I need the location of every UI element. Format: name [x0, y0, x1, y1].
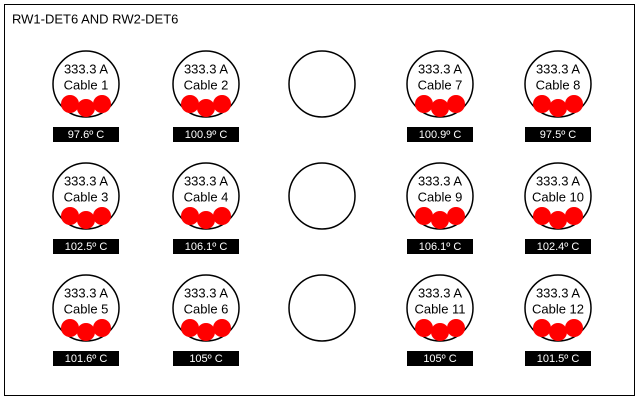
- panel-title: RW1-DET6 AND RW2-DET6: [12, 11, 178, 26]
- cable-temperature: 97.6º C: [68, 129, 104, 141]
- conductor: [447, 319, 465, 337]
- conductor: [549, 211, 567, 229]
- temperature-box: [407, 351, 473, 366]
- conductor: [533, 95, 551, 113]
- conductor: [415, 207, 433, 225]
- cable-name: Cable 2: [184, 77, 229, 92]
- cable-name: Cable 9: [418, 189, 463, 204]
- cable-temperature: 100.9º C: [185, 129, 228, 141]
- conductor: [93, 207, 111, 225]
- cable-current: 333.3 A: [184, 173, 228, 188]
- cable-current: 333.3 A: [418, 173, 462, 188]
- conductor: [93, 319, 111, 337]
- cable-name: Cable 8: [536, 77, 581, 92]
- cable-name: Cable 1: [64, 77, 109, 92]
- cable-current: 333.3 A: [418, 285, 462, 300]
- cable-current: 333.3 A: [184, 285, 228, 300]
- conductor: [415, 319, 433, 337]
- cable-current: 333.3 A: [64, 61, 108, 76]
- cable-name: Cable 12: [532, 301, 584, 316]
- temperature-box: [53, 239, 119, 254]
- temperature-box: [173, 239, 239, 254]
- conductor: [533, 207, 551, 225]
- cable-temperature: 102.4º C: [537, 241, 580, 253]
- conductor: [565, 319, 583, 337]
- temperature-box: [407, 239, 473, 254]
- conductor: [77, 99, 95, 117]
- cable-temperature: 102.5º C: [65, 241, 108, 253]
- cable-temperature: 100.9º C: [419, 129, 462, 141]
- temperature-box: [525, 127, 591, 142]
- conductor: [431, 211, 449, 229]
- conductor: [549, 323, 567, 341]
- conductor: [447, 207, 465, 225]
- empty-slot: [288, 50, 356, 118]
- cable-temperature: 105º C: [423, 353, 456, 365]
- empty-slot: [288, 274, 356, 342]
- conductor: [213, 319, 231, 337]
- conductor: [61, 207, 79, 225]
- conductor: [415, 95, 433, 113]
- cable-name: Cable 11: [414, 301, 465, 316]
- conductor: [197, 211, 215, 229]
- conductor: [213, 207, 231, 225]
- cable-temperature: 105º C: [189, 353, 222, 365]
- temperature-box: [525, 351, 591, 366]
- cable-temperature: 101.5º C: [537, 353, 580, 365]
- cable-temperature: 101.6º C: [65, 353, 108, 365]
- conductor: [533, 319, 551, 337]
- empty-slot: [288, 162, 356, 230]
- temperature-box: [53, 351, 119, 366]
- conductor: [77, 323, 95, 341]
- cable-current: 333.3 A: [536, 285, 580, 300]
- cable-name: Cable 5: [64, 301, 109, 316]
- conductor: [431, 323, 449, 341]
- temperature-box: [525, 239, 591, 254]
- conductor: [197, 99, 215, 117]
- cable-name: Cable 4: [184, 189, 229, 204]
- cable-temperature: 106.1º C: [419, 241, 462, 253]
- conductor: [565, 207, 583, 225]
- cable-name: Cable 6: [184, 301, 229, 316]
- conductor: [181, 95, 199, 113]
- cable-current: 333.3 A: [64, 173, 108, 188]
- conductor: [213, 95, 231, 113]
- cable-name: Cable 3: [64, 189, 109, 204]
- conductor: [447, 95, 465, 113]
- cable-current: 333.3 A: [536, 173, 580, 188]
- conductor: [77, 211, 95, 229]
- conductor: [93, 95, 111, 113]
- cable-temperature: 106.1º C: [185, 241, 228, 253]
- cable-current: 333.3 A: [184, 61, 228, 76]
- conductor: [197, 323, 215, 341]
- conductor: [565, 95, 583, 113]
- cable-current: 333.3 A: [64, 285, 108, 300]
- cable-temperature: 97.5º C: [540, 129, 576, 141]
- conductor: [181, 207, 199, 225]
- temperature-box: [407, 127, 473, 142]
- conductor: [431, 99, 449, 117]
- temperature-box: [173, 127, 239, 142]
- cable-current: 333.3 A: [536, 61, 580, 76]
- temperature-box: [173, 351, 239, 366]
- cable-current: 333.3 A: [418, 61, 462, 76]
- temperature-box: [53, 127, 119, 142]
- conductor: [549, 99, 567, 117]
- conductor: [61, 319, 79, 337]
- conductor: [181, 319, 199, 337]
- cable-name: Cable 10: [532, 189, 584, 204]
- conductor: [61, 95, 79, 113]
- cable-name: Cable 7: [418, 77, 463, 92]
